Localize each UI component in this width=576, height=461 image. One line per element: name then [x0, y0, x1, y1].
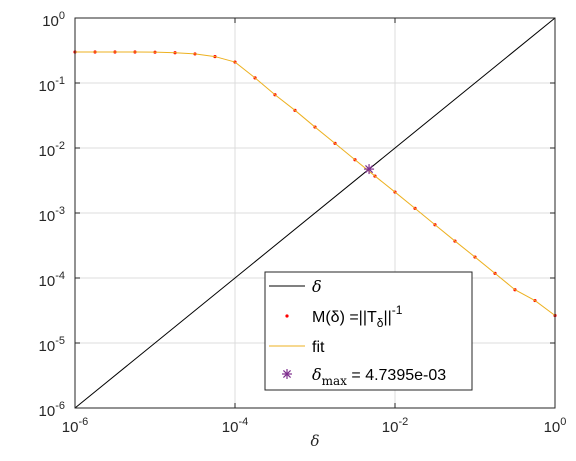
legend: δ M(δ) =||Tδ||-1 fit δmax = 4.7395e-03 [264, 271, 473, 391]
legend-label: M(δ) =||Tδ||-1 [312, 303, 403, 330]
legend-label: fit [312, 339, 325, 356]
y-tick-label: 10-5 [39, 335, 65, 355]
delta-max-marker [364, 164, 375, 175]
plot-area [73, 17, 557, 409]
identity-line [74, 17, 556, 409]
legend-box [264, 271, 473, 391]
y-tick-label: 10-6 [39, 400, 65, 420]
y-tick-label: 10-1 [39, 75, 65, 95]
marker-stroke [282, 369, 292, 379]
legend-label: δ [312, 277, 322, 296]
legend-dot-swatch [285, 314, 289, 318]
y-tick-label: 100 [42, 10, 65, 30]
y-tick-label: 10-3 [39, 205, 65, 225]
legend-star-swatch [282, 369, 292, 379]
legend-label: δmax = 4.7395e-03 [312, 365, 446, 388]
x-tick-label: 100 [544, 416, 567, 436]
tick-labels: 10-6 10-4 10-2 100 10-6 10-5 10-4 10-3 10-2 10-1 1… [39, 10, 567, 436]
x-tick-label: 10-4 [222, 416, 248, 436]
x-axis-label: δ [310, 432, 319, 450]
y-tick-label: 10-4 [39, 270, 65, 290]
x-tick-label: 10-2 [382, 416, 408, 436]
axis-ticks [74, 17, 556, 409]
y-tick-label: 10-2 [39, 140, 65, 160]
marker-stroke [365, 165, 374, 174]
fit-line [75, 51, 556, 316]
x-tick-label: 10-6 [62, 416, 88, 436]
